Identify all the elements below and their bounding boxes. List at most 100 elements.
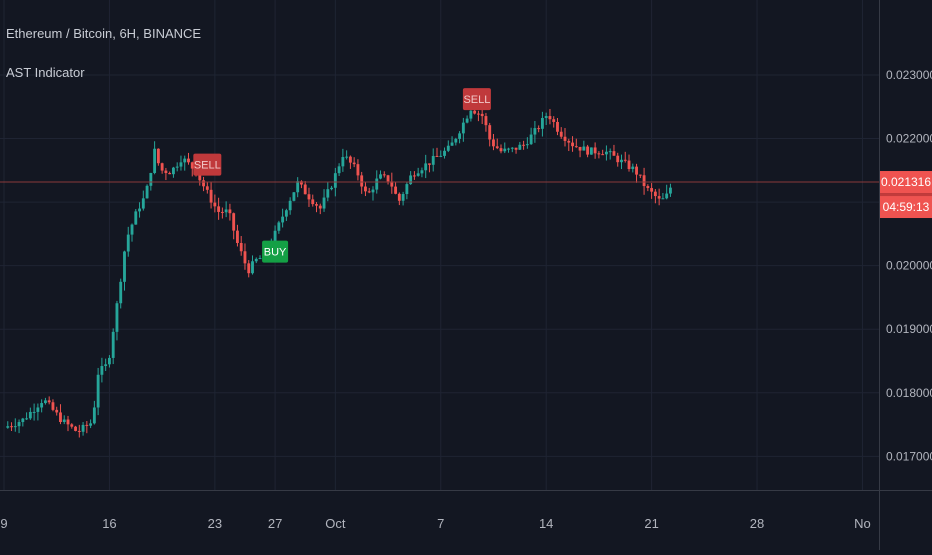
candle-up [254, 258, 258, 262]
x-tick-label: 27 [268, 516, 282, 531]
candle-down [239, 242, 243, 252]
candle-up [465, 118, 469, 123]
candle-down [571, 142, 574, 147]
candle-up [138, 208, 141, 212]
candle-up [401, 194, 405, 201]
x-tick-label: 7 [437, 516, 444, 531]
candle-up [258, 258, 262, 260]
x-tick-label: 16 [102, 516, 116, 531]
candle-down [642, 175, 646, 187]
candle-down [352, 162, 356, 165]
y-tick-label: 0.018000 [886, 386, 932, 400]
candle-down [578, 146, 582, 151]
candle-up [540, 117, 544, 129]
candle-down [209, 189, 213, 203]
candle-down [556, 121, 559, 132]
candle-up [582, 146, 586, 151]
candle-up [337, 166, 341, 174]
candle-up [141, 198, 145, 209]
candle-down [650, 188, 654, 192]
candle-down [623, 159, 627, 161]
candle-up [284, 210, 288, 217]
candle-up [81, 424, 85, 432]
candle-down [367, 191, 371, 193]
candle-down [220, 211, 224, 213]
candle-up [458, 133, 462, 139]
candle-down [635, 166, 638, 175]
candle-down [160, 163, 164, 171]
candle-down [627, 160, 631, 169]
candle-up [25, 418, 29, 420]
candle-up [510, 147, 514, 149]
candle-down [480, 113, 484, 117]
signal-box [262, 240, 289, 263]
candle-down [537, 128, 541, 130]
candle-up [115, 303, 119, 332]
symbol-title: Ethereum / Bitcoin, 6H, BINANCE [6, 26, 202, 41]
candle-down [311, 199, 315, 205]
y-tick-label: 0.023000 [886, 68, 932, 82]
candle-up [533, 128, 537, 135]
candle-down [397, 193, 401, 201]
candle-up [92, 407, 96, 424]
candle-down [59, 412, 62, 423]
candle-down [488, 125, 492, 140]
candle-down [522, 144, 526, 146]
candle-down [412, 175, 416, 177]
candle-up [89, 423, 93, 426]
candle-down [638, 174, 642, 176]
candle-up [620, 159, 623, 163]
grid-lines [0, 0, 879, 490]
candle-down [364, 186, 367, 192]
candle-down [205, 186, 209, 190]
candle-up [224, 209, 228, 213]
candle-up [529, 134, 533, 145]
candle-down [318, 205, 322, 209]
candle-up [179, 162, 183, 167]
candle-up [149, 172, 153, 186]
candle-up [461, 122, 465, 134]
candle-down [85, 424, 89, 426]
candle-up [439, 155, 443, 157]
signal-label: SELL [194, 160, 221, 172]
candle-down [484, 116, 488, 126]
candle-up [450, 142, 454, 146]
candle-down [574, 146, 578, 148]
candle-down [612, 151, 616, 156]
candle-up [405, 184, 409, 195]
candle-up [424, 163, 428, 171]
y-tick-label: 0.019000 [886, 322, 932, 336]
buy-signal: BUY [262, 240, 289, 263]
candle-up [443, 150, 446, 156]
candle-up [661, 198, 665, 200]
candle-up [333, 173, 337, 188]
last-price-tag [880, 171, 932, 194]
candle-down [164, 170, 168, 174]
candle-down [552, 119, 556, 122]
candle-down [10, 426, 13, 428]
candle-down [47, 400, 51, 403]
candle-down [601, 154, 605, 156]
indicator-name[interactable]: AST Indicator [6, 65, 85, 80]
candle-up [503, 148, 507, 152]
candle-down [495, 146, 499, 149]
candle-up [126, 234, 130, 252]
candle-down [653, 191, 657, 197]
candle-down [55, 409, 59, 413]
candle-up [409, 175, 413, 185]
candle-down [300, 181, 303, 185]
candle-down [156, 148, 160, 164]
candle-down [348, 156, 352, 163]
signal-box [462, 88, 491, 111]
candle-up [123, 251, 126, 282]
candle-down [303, 184, 307, 195]
candle-down [232, 213, 236, 231]
candle-down [473, 110, 477, 114]
x-tick-label: 21 [644, 516, 658, 531]
sell-signal: SELL [193, 153, 222, 176]
countdown-tag [880, 196, 932, 219]
x-tick-label: No [854, 516, 871, 531]
candle-up [145, 185, 149, 199]
